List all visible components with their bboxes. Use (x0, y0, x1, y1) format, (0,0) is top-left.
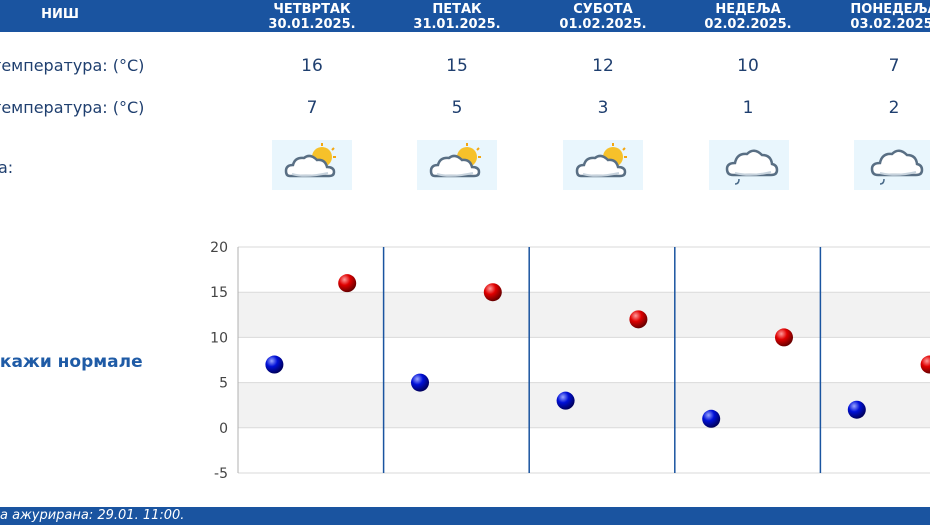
y-tick-label: 10 (210, 330, 228, 346)
max-temp-point (483, 283, 502, 302)
partly-cloudy-sun-icon (563, 140, 643, 190)
max-temp-label: температура: (°C) (0, 56, 145, 75)
min-temp-point (556, 391, 575, 410)
min-temp-value: 5 (451, 98, 463, 118)
day-name: НЕДЕЉА (715, 2, 781, 17)
max-temp-point (629, 310, 648, 329)
max-temp-point (920, 355, 930, 374)
day-header-4: НЕДЕЉА 02.02.2025. (675, 0, 821, 32)
forecast-header: НИШ ЧЕТВРТАК 30.01.2025. ПЕТАК 31.01.202… (0, 0, 930, 32)
max-temp-value: 12 (592, 56, 614, 76)
footer-bar: а ажурирана: 29.01. 11:00. (0, 507, 930, 525)
day-header-1: ЧЕТВРТАК 30.01.2025. (239, 0, 385, 32)
max-temp-value: 7 (888, 56, 900, 76)
day-header-5: ПОНЕДЕЉА 03.02.2025. (821, 0, 930, 32)
min-temp-point (411, 373, 429, 392)
city-name: НИШ (41, 7, 79, 22)
min-temp-point (265, 355, 284, 374)
chart-band (238, 382, 930, 428)
chart-band (238, 292, 930, 338)
day-header-3: СУБОТА 01.02.2025. (530, 0, 676, 32)
max-temp-value: 16 (301, 56, 323, 76)
min-temp-label: температура: (°C) (0, 98, 145, 117)
day-name: ПЕТАК (432, 2, 482, 17)
day-name: ПОНЕДЕЉА (850, 2, 930, 17)
y-tick-label: 15 (210, 285, 228, 301)
max-temp-point (338, 274, 357, 293)
min-temp-point (847, 400, 866, 419)
max-temp-point (775, 328, 793, 347)
min-temp-value: 1 (742, 98, 754, 118)
max-temp-value: 15 (446, 56, 468, 76)
y-tick-label: -5 (214, 466, 228, 482)
day-date: 31.01.2025. (413, 17, 501, 32)
y-tick-label: 5 (219, 376, 228, 392)
day-date: 03.02.2025. (850, 17, 930, 32)
day-date: 01.02.2025. (559, 17, 647, 32)
partly-cloudy-sun-icon (417, 140, 497, 190)
min-temp-point (702, 409, 721, 428)
min-temp-value: 3 (597, 98, 609, 118)
temperature-chart: 20 15 10 5 0 -5 (210, 240, 930, 482)
min-temp-value: 7 (306, 98, 318, 118)
last-updated-text: а ажурирана: 29.01. 11:00. (0, 508, 185, 523)
y-tick-label: 0 (219, 421, 228, 437)
max-temp-value: 10 (737, 56, 759, 76)
day-date: 30.01.2025. (268, 17, 356, 32)
day-header-2: ПЕТАК 31.01.2025. (384, 0, 530, 32)
min-temp-value: 2 (888, 98, 900, 118)
cloud-drizzle-icon (709, 140, 789, 190)
y-tick-label: 20 (210, 240, 228, 256)
show-normals-link[interactable]: икажи нормале (0, 352, 143, 372)
day-date: 02.02.2025. (704, 17, 792, 32)
weather-label: а: (0, 158, 14, 177)
day-name: ЧЕТВРТАК (273, 2, 351, 17)
partly-cloudy-sun-icon (272, 140, 352, 190)
day-name: СУБОТА (573, 2, 633, 17)
cloud-drizzle-icon (854, 140, 930, 190)
